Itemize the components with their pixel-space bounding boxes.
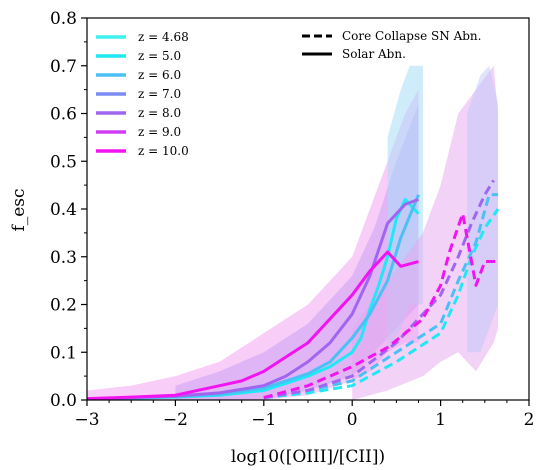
x-tick-label: 2: [524, 410, 535, 430]
x-tick-label: 0: [347, 410, 358, 430]
legend-label: z = 7.0: [138, 87, 181, 101]
legend-label: z = 10.0: [138, 144, 189, 158]
x-tick-label: −2: [163, 410, 188, 430]
x-axis: −3 −2 −1 0 1 2: [74, 400, 534, 430]
legend-label: z = 5.0: [138, 49, 181, 63]
y-tick-label: 0.2: [50, 296, 77, 316]
uncertainty-bands: [87, 65, 499, 400]
uncertainty-band-4: [352, 65, 499, 400]
y-tick-label: 0.5: [50, 152, 77, 172]
y-axis: 0.0 0.1 0.2 0.3 0.4 0.5 0.6 0.7 0.8: [50, 9, 87, 411]
x-tick-label: −3: [74, 410, 99, 430]
legend-linestyle: Core Collapse SN Abn. Solar Abn.: [302, 29, 481, 61]
y-tick-label: 0.7: [50, 57, 77, 77]
legend-label: z = 9.0: [138, 125, 181, 139]
y-axis-label: f_esc: [9, 188, 29, 231]
series-line-4: [87, 250, 419, 400]
y-tick-label: 0.1: [50, 343, 77, 363]
x-axis-label: log10([OIII]/[CII]): [231, 447, 385, 467]
x-tick-label: −1: [251, 410, 276, 430]
series-lines: [87, 179, 500, 400]
uncertainty-band-5: [467, 65, 499, 353]
legend-label: z = 4.68: [138, 30, 189, 44]
series-line-5: [263, 208, 500, 400]
y-tick-label: 0.8: [50, 9, 77, 29]
series-line-6: [263, 193, 499, 400]
y-tick-label: 0.4: [50, 200, 77, 220]
series-line-8: [263, 212, 499, 400]
series-line-7: [263, 179, 495, 400]
x-tick-label: 1: [435, 410, 446, 430]
y-tick-label: 0.6: [50, 105, 77, 125]
legend-style-label: Core Collapse SN Abn.: [342, 29, 481, 43]
legend-label: z = 6.0: [138, 68, 181, 82]
legend-redshift: z = 4.68 z = 5.0 z = 6.0 z = 7.0 z = 8.0 z = …: [96, 30, 189, 158]
y-tick-label: 0.0: [50, 391, 77, 411]
legend-label: z = 8.0: [138, 106, 181, 120]
y-tick-label: 0.3: [50, 248, 77, 268]
legend-style-label: Solar Abn.: [342, 47, 406, 61]
